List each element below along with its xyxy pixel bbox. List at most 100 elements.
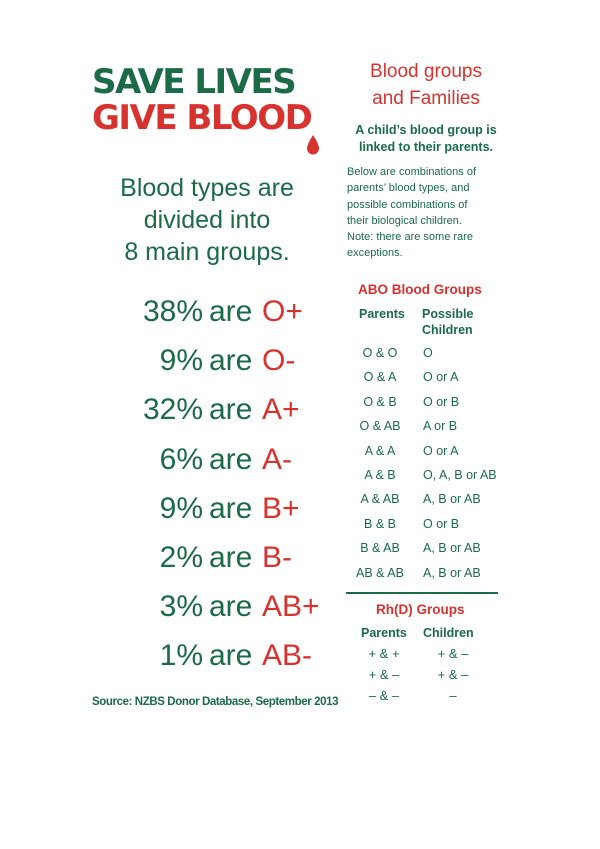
source-note: Source: NZBS Donor Database, September 2… — [92, 696, 339, 708]
rh-children: – — [449, 688, 457, 703]
abo-parents: B & AB — [360, 541, 400, 556]
table-row: A & A O or A — [346, 444, 516, 468]
abo-parents: A & B — [364, 468, 396, 482]
stat-row: 3% are AB+ — [90, 587, 340, 636]
abo-children: A or B — [423, 419, 458, 434]
families-desc-line: possible combinations of — [347, 198, 468, 211]
abo-children: A, B or AB — [423, 492, 481, 507]
rh-parents-header: Parents — [361, 626, 407, 640]
table-row: A & AB A, B or AB — [346, 492, 516, 516]
stat-row: 1% are AB- — [90, 636, 340, 685]
families-desc-line: Note: there are some rare — [347, 231, 473, 244]
rh-parents: + & – — [368, 667, 400, 682]
stat-percent: 2% — [159, 540, 203, 574]
stat-row: 38% are O+ — [90, 292, 340, 341]
stat-group: A+ — [262, 393, 300, 427]
stat-group: A- — [262, 442, 292, 476]
abo-parents: B & B — [364, 516, 396, 531]
abo-parents: AB & AB — [356, 565, 404, 580]
intro-line: 8 main groups. — [124, 238, 290, 266]
rh-children: + & – — [437, 667, 469, 682]
abo-parents: O & B — [363, 394, 397, 409]
stat-are: are — [209, 590, 253, 624]
stat-percent: 9% — [159, 344, 203, 378]
table-row: O & O O — [346, 346, 516, 370]
stat-group: B+ — [262, 491, 300, 525]
abo-children: O — [423, 346, 433, 360]
logo: SAVE LIVES GIVE BLOOD — [92, 62, 328, 155]
rh-children-header: Children — [423, 626, 474, 640]
families-desc-line: Below are combinations of — [347, 166, 477, 178]
families-lead: A child’s blood group is linked to their… — [346, 122, 506, 156]
stat-row: 9% are B+ — [90, 489, 340, 538]
families-lead-line: linked to their parents. — [358, 140, 494, 154]
rh-title: Rh(D) Groups — [376, 602, 465, 617]
stat-row: 2% are B- — [90, 538, 340, 587]
stat-row: 32% are A+ — [90, 390, 340, 439]
blood-type-stats: 38% are O+ 9% are O- 32% are A+ 6% are A… — [90, 292, 340, 686]
table-row: AB & AB A, B or AB — [346, 566, 516, 590]
stat-are: are — [209, 540, 253, 574]
intro-text: Blood types are divided into 8 main grou… — [82, 172, 332, 268]
section-divider — [346, 592, 498, 594]
stat-group: AB+ — [262, 590, 320, 624]
stat-are: are — [209, 344, 253, 378]
abo-children: O, A, B or AB — [423, 468, 497, 482]
families-title: Blood groups and Families — [346, 58, 506, 112]
abo-children: O or A — [423, 370, 459, 385]
stat-are: are — [209, 442, 253, 476]
abo-parents-header: Parents — [359, 307, 405, 321]
families-desc-line: parents’ blood types, and — [347, 182, 470, 195]
abo-parents: O & A — [363, 370, 397, 385]
stat-are: are — [209, 491, 253, 525]
logo-line-save-lives: SAVE LIVES — [92, 62, 297, 102]
families-description: Below are combinations of parents’ blood… — [346, 164, 506, 262]
table-row: O & B O or B — [346, 395, 516, 419]
families-title-line: and Families — [372, 88, 480, 109]
abo-children: O or B — [423, 394, 460, 409]
abo-parents: O & O — [362, 346, 398, 360]
table-row: O & A O or A — [346, 370, 516, 394]
stat-group: AB- — [262, 639, 313, 673]
stat-group: O+ — [262, 295, 303, 328]
table-row: O & AB A or B — [346, 419, 516, 443]
rh-children: + & – — [437, 646, 469, 661]
intro-line: Blood types are — [120, 174, 294, 202]
abo-children: O or B — [423, 516, 460, 531]
stat-row: 6% are A- — [90, 440, 340, 489]
logo-line-give-blood: GIVE BLOOD — [92, 98, 313, 138]
stat-percent: 9% — [159, 491, 203, 525]
abo-children-header-line: Children — [422, 323, 473, 337]
stat-percent: 38% — [142, 295, 203, 328]
stat-percent: 6% — [159, 442, 203, 476]
stat-row: 9% are O- — [90, 341, 340, 390]
rh-parents: – & – — [368, 688, 400, 703]
blood-drop-icon — [307, 135, 319, 155]
abo-children: A, B or AB — [423, 565, 481, 580]
stat-percent: 3% — [159, 590, 203, 624]
stat-are: are — [209, 639, 253, 673]
abo-children: O or A — [423, 443, 459, 458]
abo-title: ABO Blood Groups — [358, 282, 482, 297]
rh-parents: + & + — [368, 646, 400, 661]
families-desc-line: their biological children. — [347, 214, 462, 227]
stat-are: are — [209, 295, 253, 328]
stat-percent: 1% — [159, 639, 203, 673]
table-row: A & B O, A, B or AB — [346, 468, 516, 492]
abo-children-header-line: Possible — [422, 307, 474, 321]
intro-line: divided into — [143, 206, 271, 234]
families-desc-line: exceptions. — [347, 247, 403, 260]
abo-children-header: Possible Children — [422, 306, 473, 338]
abo-parents: O & AB — [359, 419, 401, 434]
families-panel: Blood groups and Families A child’s bloo… — [346, 58, 506, 262]
stat-percent: 32% — [142, 393, 203, 427]
abo-children: A, B or AB — [423, 541, 481, 556]
stat-group: O- — [262, 344, 296, 378]
abo-parents: A & A — [364, 443, 396, 458]
abo-parents: A & AB — [360, 492, 400, 507]
stat-are: are — [209, 393, 253, 427]
families-title-line: Blood groups — [370, 61, 482, 82]
families-lead-line: A child’s blood group is — [355, 123, 497, 137]
stat-group: B- — [262, 540, 292, 574]
table-row: B & AB A, B or AB — [346, 541, 516, 565]
